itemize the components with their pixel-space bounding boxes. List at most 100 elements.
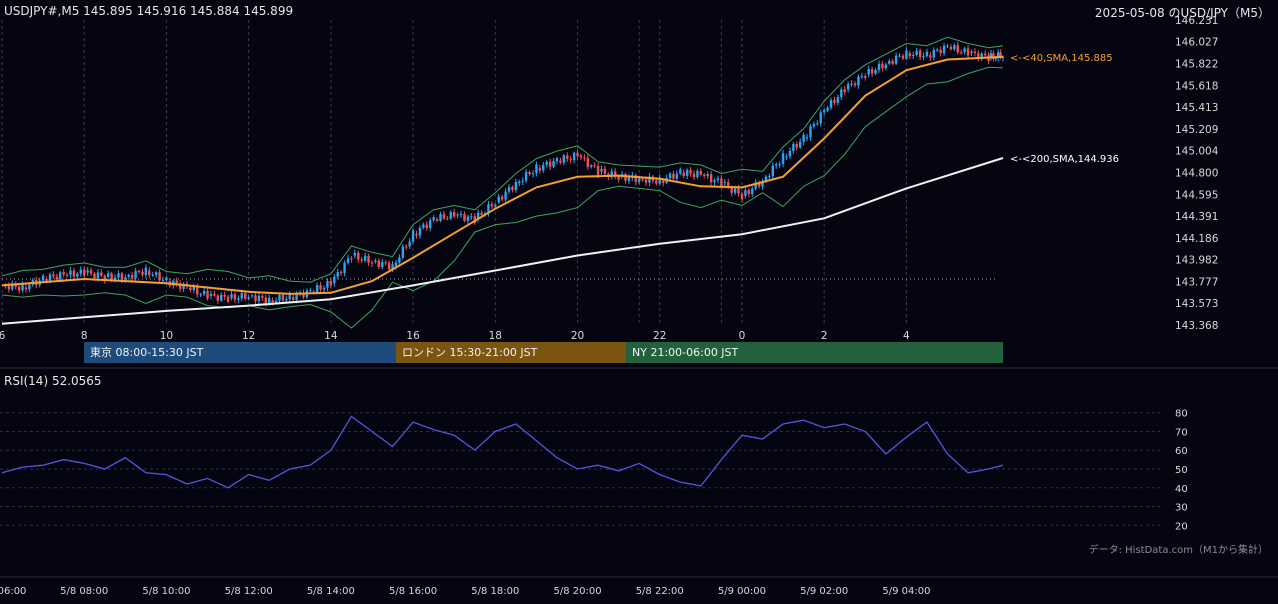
candle-body — [48, 274, 52, 282]
candle-body — [675, 173, 679, 179]
candle-body — [826, 107, 829, 111]
candle-body — [733, 188, 737, 193]
candle-body — [637, 178, 641, 182]
candle-body — [401, 246, 405, 258]
candle-body — [178, 283, 182, 289]
candle-body — [288, 293, 291, 300]
candle-body — [120, 273, 124, 280]
candle-body — [973, 51, 977, 54]
candle-body — [202, 290, 206, 295]
candle-body — [285, 299, 288, 301]
candle-body — [994, 57, 998, 59]
candle-body — [768, 176, 771, 178]
candle-body — [802, 134, 805, 142]
candle-body — [679, 169, 682, 174]
candle-body — [165, 277, 168, 281]
candle-body — [932, 49, 936, 58]
candle-body — [661, 180, 665, 183]
data-source-credit: データ: HistData.com（M1から集計） — [1088, 545, 1268, 556]
candle-body — [339, 272, 343, 274]
candle-body — [576, 152, 579, 157]
candle-body — [614, 171, 617, 177]
candle-body — [141, 271, 144, 276]
candle-body — [463, 214, 466, 221]
candle-body — [764, 176, 768, 181]
candle-body — [432, 217, 435, 221]
candle-body — [627, 177, 631, 181]
candle-body — [291, 297, 295, 300]
candle-body — [956, 45, 959, 53]
candle-body — [408, 241, 411, 247]
candle-body — [79, 269, 82, 274]
candle-body — [668, 173, 672, 178]
time-axis-label: 06:00 — [0, 586, 26, 597]
price-tick-label: 146.231 — [1175, 15, 1218, 27]
candle-body — [387, 262, 391, 270]
hour-tick-label: 18 — [489, 330, 502, 342]
candle-body — [870, 69, 874, 74]
candle-body — [466, 216, 470, 221]
candle-body — [346, 258, 350, 263]
candle-body — [953, 45, 956, 50]
time-axis-label: 5/9 00:00 — [718, 586, 766, 597]
hour-tick-label: 10 — [160, 330, 173, 342]
candle-body — [922, 55, 925, 58]
rsi-tick-label: 50 — [1175, 465, 1188, 476]
candle-body — [240, 293, 244, 299]
candle-body — [110, 273, 113, 280]
candle-body — [134, 270, 137, 279]
candle-body — [706, 174, 709, 177]
candle-body — [271, 300, 274, 302]
candle-body — [960, 52, 963, 54]
candle-body — [778, 163, 781, 165]
candle-body — [41, 275, 45, 281]
candle-body — [52, 274, 55, 277]
candle-body — [100, 272, 103, 276]
price-tick-label: 143.368 — [1175, 320, 1218, 332]
rsi-tick-label: 20 — [1175, 521, 1188, 532]
candle-body — [182, 283, 185, 289]
candle-body — [490, 204, 494, 207]
candle-body — [655, 180, 658, 184]
candle-body — [535, 164, 538, 174]
candle-body — [93, 273, 96, 279]
hour-tick-label: 8 — [81, 330, 88, 342]
hour-tick-label: 22 — [653, 330, 666, 342]
candle-body — [644, 179, 648, 183]
candle-body — [596, 165, 600, 175]
candle-body — [603, 168, 607, 174]
rsi-tick-label: 40 — [1175, 484, 1188, 495]
rsi-tick-label: 80 — [1175, 409, 1188, 420]
candle-body — [452, 212, 456, 217]
candle-body — [518, 181, 521, 184]
candle-body — [257, 295, 261, 302]
candle-body — [429, 220, 432, 229]
candle-body — [295, 293, 298, 300]
candle-body — [439, 214, 442, 221]
candle-body — [946, 45, 949, 47]
price-tick-label: 143.573 — [1175, 298, 1218, 310]
price-tick-label: 143.777 — [1175, 276, 1218, 288]
candle-body — [795, 143, 798, 148]
candle-body — [566, 155, 569, 159]
candle-body — [898, 55, 901, 57]
candle-body — [559, 160, 562, 163]
candle-body — [456, 214, 459, 216]
candle-body — [381, 262, 384, 268]
candle-body — [244, 293, 247, 299]
candle-body — [360, 259, 363, 261]
candle-body — [989, 53, 993, 58]
candle-body — [915, 50, 918, 55]
candle-body — [17, 286, 21, 291]
candle-body — [781, 153, 785, 164]
candle-body — [816, 123, 819, 125]
candle-body — [593, 165, 596, 167]
time-axis-label: 5/8 12:00 — [225, 586, 273, 597]
candle-body — [86, 270, 89, 273]
candle-body — [45, 278, 48, 282]
candle-body — [158, 272, 161, 281]
candle-body — [634, 175, 637, 182]
candle-body — [511, 186, 514, 190]
session-band-london: ロンドン 15:30-21:00 JST — [396, 342, 626, 363]
